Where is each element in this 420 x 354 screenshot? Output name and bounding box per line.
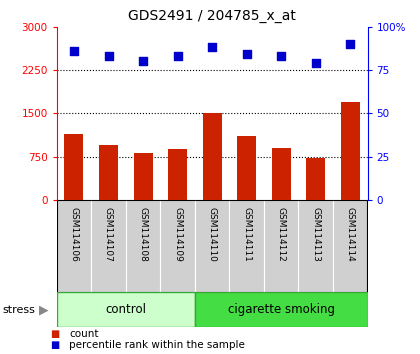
Text: GSM114108: GSM114108 [139,207,147,262]
Text: cigarette smoking: cigarette smoking [228,303,335,316]
Text: GSM114110: GSM114110 [207,207,217,262]
Point [243,51,250,57]
Bar [195,200,229,292]
Bar [229,200,264,292]
Bar [99,145,118,200]
Bar [202,113,222,200]
Text: GSM114111: GSM114111 [242,207,251,262]
Point [174,53,181,59]
Bar [306,158,325,200]
Point [278,53,284,59]
Bar [168,149,187,200]
Bar [341,102,360,200]
Bar [134,153,152,200]
Text: GSM114107: GSM114107 [104,207,113,262]
Text: stress: stress [2,305,35,315]
Bar [57,292,195,327]
Text: ■: ■ [50,329,60,339]
Point [347,41,354,47]
Bar [91,200,126,292]
Bar [126,200,160,292]
Bar [195,292,368,327]
Text: GSM114109: GSM114109 [173,207,182,262]
Text: ■: ■ [50,340,60,350]
Bar [272,148,291,200]
Title: GDS2491 / 204785_x_at: GDS2491 / 204785_x_at [128,9,296,23]
Bar [264,200,299,292]
Text: GSM114112: GSM114112 [277,207,286,262]
Bar [299,200,333,292]
Bar [57,200,91,292]
Bar [237,136,256,200]
Text: percentile rank within the sample: percentile rank within the sample [69,340,245,350]
Text: GSM114114: GSM114114 [346,207,355,262]
Point [71,48,77,54]
Text: ▶: ▶ [39,303,49,316]
Point [105,53,112,59]
Text: count: count [69,329,99,339]
Bar [160,200,195,292]
Text: control: control [105,303,146,316]
Point [312,60,319,66]
Text: GSM114106: GSM114106 [69,207,79,262]
Text: GSM114113: GSM114113 [311,207,320,262]
Bar [65,133,84,200]
Point [140,58,147,64]
Bar [333,200,368,292]
Point [209,45,215,50]
